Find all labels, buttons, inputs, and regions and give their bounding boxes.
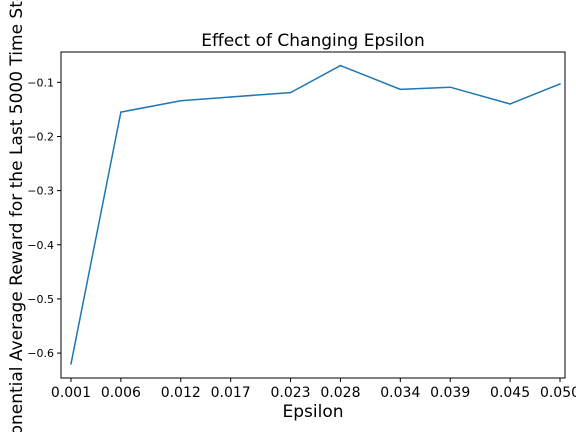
data-point <box>559 83 561 85</box>
x-tick-label: 0.039 <box>430 385 470 401</box>
data-point <box>229 96 232 98</box>
x-tick-label: 0.028 <box>320 385 360 401</box>
y-axis-label: Exponential Average Reward for the Last … <box>7 0 27 432</box>
x-tick-label: 0.034 <box>380 385 420 401</box>
data-point <box>339 64 342 67</box>
series-line <box>70 64 561 365</box>
plot-area-frame <box>60 51 566 379</box>
y-tick-label: −0.4 <box>27 239 54 252</box>
data-point <box>120 111 122 113</box>
x-axis-label: Epsilon <box>282 402 343 422</box>
y-axis-ticks: −0.6 −0.5 −0.4 −0.3 −0.2 −0.1 <box>27 76 61 360</box>
x-tick-label: 0.023 <box>270 385 310 401</box>
chart-title: Effect of Changing Epsilon <box>201 31 424 51</box>
data-point <box>70 363 72 365</box>
x-tick-label: 0.001 <box>51 385 91 401</box>
data-point <box>509 103 511 105</box>
y-tick-label: −0.6 <box>27 347 54 360</box>
x-tick-label: 0.006 <box>101 385 141 401</box>
x-tick-label: 0.045 <box>490 385 530 401</box>
x-tick-label: 0.017 <box>211 385 251 401</box>
y-tick-label: −0.5 <box>27 293 54 306</box>
data-point <box>179 99 182 102</box>
y-tick-label: −0.3 <box>27 185 54 198</box>
data-point <box>449 86 452 88</box>
x-tick-label: 0.050 <box>540 385 576 401</box>
y-tick-label: −0.1 <box>27 76 54 89</box>
x-tick-label: 0.012 <box>161 385 201 401</box>
data-point <box>399 88 402 91</box>
data-point <box>289 91 292 94</box>
x-axis-ticks: 0.001 0.006 0.012 0.017 0.023 0.028 0.034 0.039… <box>51 378 576 401</box>
y-tick-label: −0.2 <box>27 130 54 143</box>
series-layer <box>70 64 561 365</box>
